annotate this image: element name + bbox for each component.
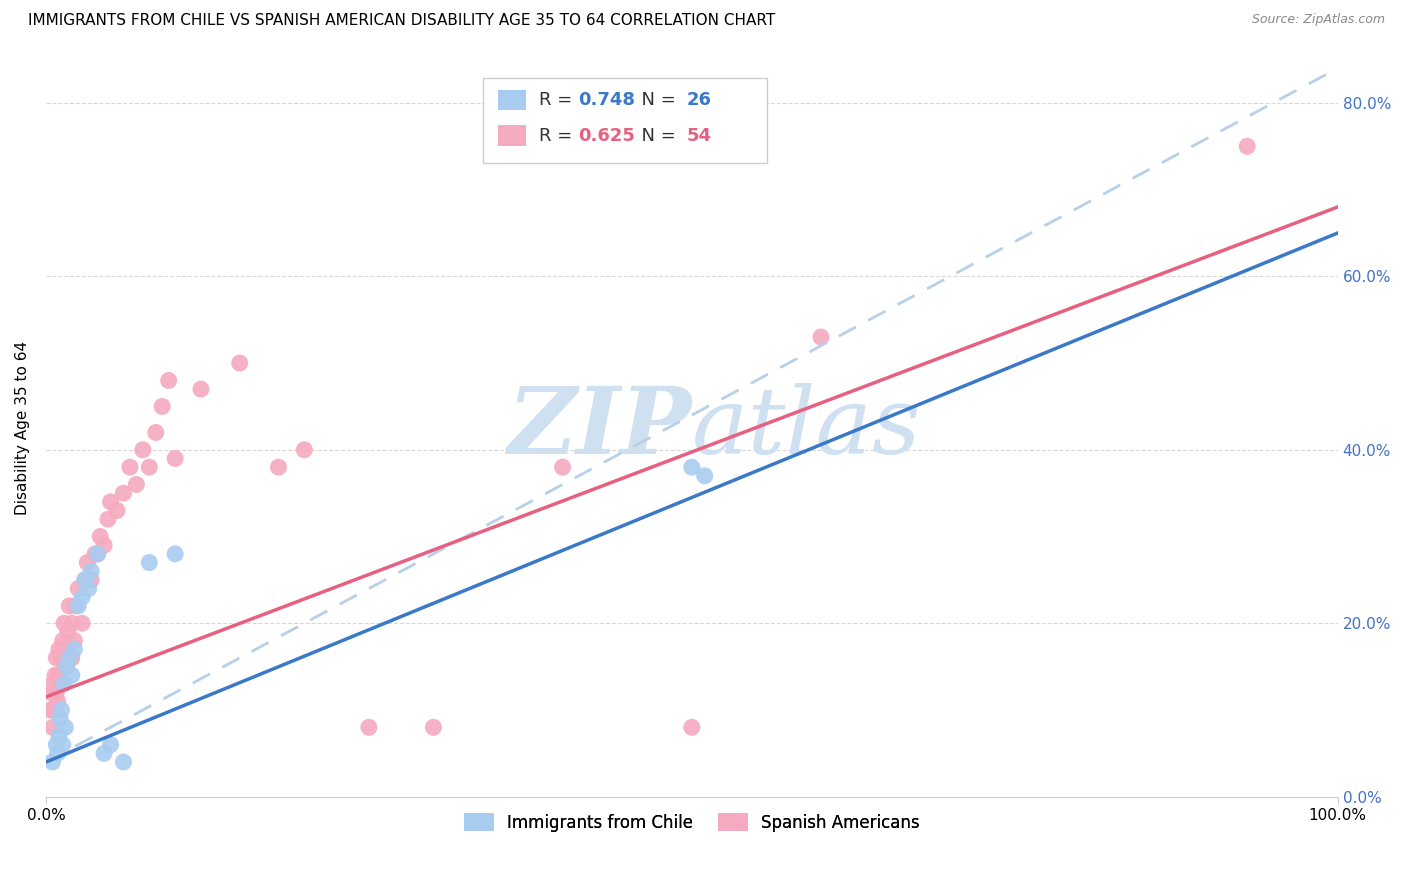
Point: [45, 738, 67, 752]
Point: [89, 529, 111, 543]
Point: [138, 460, 160, 475]
Point: [118, 460, 141, 475]
Bar: [498, 125, 526, 145]
FancyBboxPatch shape: [482, 78, 766, 163]
Point: [38, 703, 60, 717]
Point: [190, 382, 212, 396]
Point: [44, 668, 66, 682]
Point: [125, 477, 148, 491]
Point: [93, 747, 115, 761]
Point: [41, 677, 63, 691]
Point: [46, 694, 69, 708]
Point: [52, 738, 75, 752]
Point: [46, 747, 69, 761]
Point: [55, 642, 77, 657]
Text: ZIP: ZIP: [508, 384, 692, 473]
Point: [80, 573, 103, 587]
Point: [58, 599, 80, 613]
Point: [145, 425, 167, 440]
Point: [77, 582, 100, 596]
Point: [53, 659, 76, 673]
Bar: [498, 90, 526, 111]
Text: 54: 54: [686, 127, 711, 145]
Text: atlas: atlas: [692, 384, 921, 473]
Text: R =: R =: [540, 91, 578, 109]
Point: [86, 547, 108, 561]
Point: [267, 460, 290, 475]
Point: [80, 564, 103, 578]
Point: [41, 755, 63, 769]
Text: IMMIGRANTS FROM CHILE VS SPANISH AMERICAN DISABILITY AGE 35 TO 64 CORRELATION CH: IMMIGRANTS FROM CHILE VS SPANISH AMERICA…: [28, 13, 775, 29]
Point: [65, 599, 87, 613]
Point: [41, 720, 63, 734]
Text: N =: N =: [630, 127, 682, 145]
Text: Source: ZipAtlas.com: Source: ZipAtlas.com: [1251, 13, 1385, 27]
Text: 0.748: 0.748: [578, 91, 636, 109]
Point: [56, 624, 79, 639]
Point: [42, 703, 65, 717]
Point: [76, 556, 98, 570]
Point: [70, 591, 93, 605]
Point: [681, 720, 703, 734]
Point: [60, 668, 83, 682]
Text: N =: N =: [630, 91, 682, 109]
Point: [157, 374, 180, 388]
Point: [112, 755, 135, 769]
Point: [150, 400, 173, 414]
Point: [39, 685, 62, 699]
Point: [58, 651, 80, 665]
Text: R =: R =: [540, 127, 578, 145]
Point: [73, 573, 96, 587]
Point: [165, 547, 187, 561]
Point: [63, 633, 86, 648]
Point: [357, 720, 380, 734]
Point: [551, 460, 574, 475]
Point: [100, 495, 122, 509]
Point: [53, 677, 76, 691]
Point: [45, 651, 67, 665]
Point: [55, 659, 77, 673]
Point: [53, 720, 76, 734]
Point: [49, 712, 72, 726]
Point: [63, 642, 86, 657]
Point: [48, 642, 70, 657]
Point: [49, 677, 72, 691]
Point: [1236, 139, 1258, 153]
Point: [105, 503, 128, 517]
Text: 26: 26: [686, 91, 711, 109]
Point: [132, 442, 155, 457]
Legend: Immigrants from Chile, Spanish Americans: Immigrants from Chile, Spanish Americans: [456, 805, 928, 840]
Point: [292, 442, 315, 457]
Point: [70, 616, 93, 631]
Point: [51, 651, 73, 665]
Point: [48, 668, 70, 682]
Point: [51, 703, 73, 717]
Point: [97, 512, 120, 526]
Point: [165, 451, 187, 466]
Point: [73, 573, 96, 587]
Point: [228, 356, 250, 370]
Point: [52, 633, 75, 648]
Point: [422, 720, 444, 734]
Point: [810, 330, 832, 344]
Point: [67, 599, 90, 613]
Point: [84, 547, 107, 561]
Point: [138, 556, 160, 570]
Text: 0.625: 0.625: [578, 127, 636, 145]
Point: [86, 547, 108, 561]
Point: [67, 582, 90, 596]
Point: [53, 616, 76, 631]
Point: [48, 729, 70, 743]
Point: [681, 460, 703, 475]
Point: [60, 651, 83, 665]
Point: [93, 538, 115, 552]
Point: [693, 468, 716, 483]
Point: [112, 486, 135, 500]
Point: [45, 685, 67, 699]
Point: [60, 616, 83, 631]
Point: [100, 738, 122, 752]
Y-axis label: Disability Age 35 to 64: Disability Age 35 to 64: [15, 341, 30, 516]
